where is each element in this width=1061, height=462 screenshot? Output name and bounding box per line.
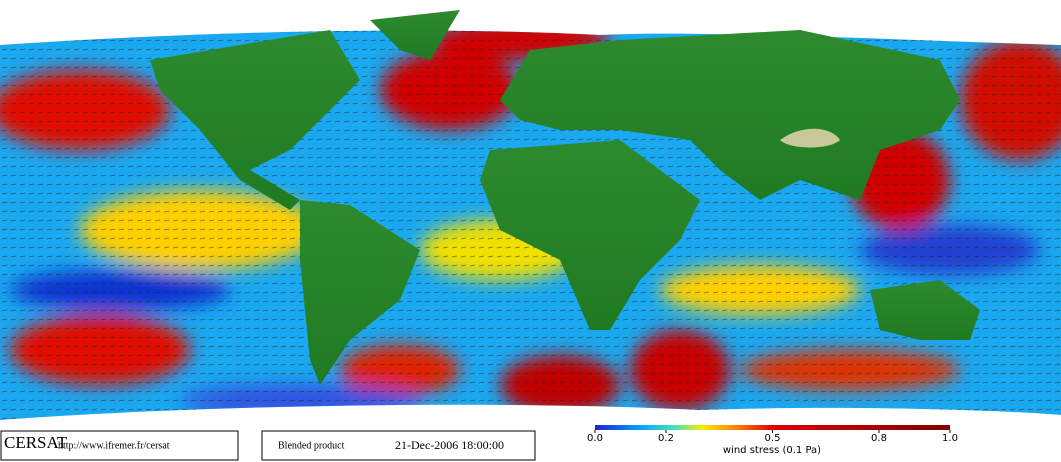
colorbar-tick-label: 0.8 [871,433,887,444]
colorbar [595,425,950,430]
colorbar-tick-label: 0.0 [587,433,603,444]
footer-box [0,430,239,461]
footer-box [261,430,536,461]
colorbar-label: wind stress (0.1 Pa) [723,445,821,456]
colorbar-tick-label: 1.0 [942,433,958,444]
colorbar-tick-label: 0.5 [765,433,781,444]
colorbar-tick-label: 0.2 [658,433,674,444]
land [0,10,1061,430]
url: http://www.ifremer.fr/cersat [58,440,170,451]
product: Blended product [278,440,345,451]
logo: CERSAT [4,433,68,452]
date: 21-Dec-2006 18:00:00 [395,438,504,452]
